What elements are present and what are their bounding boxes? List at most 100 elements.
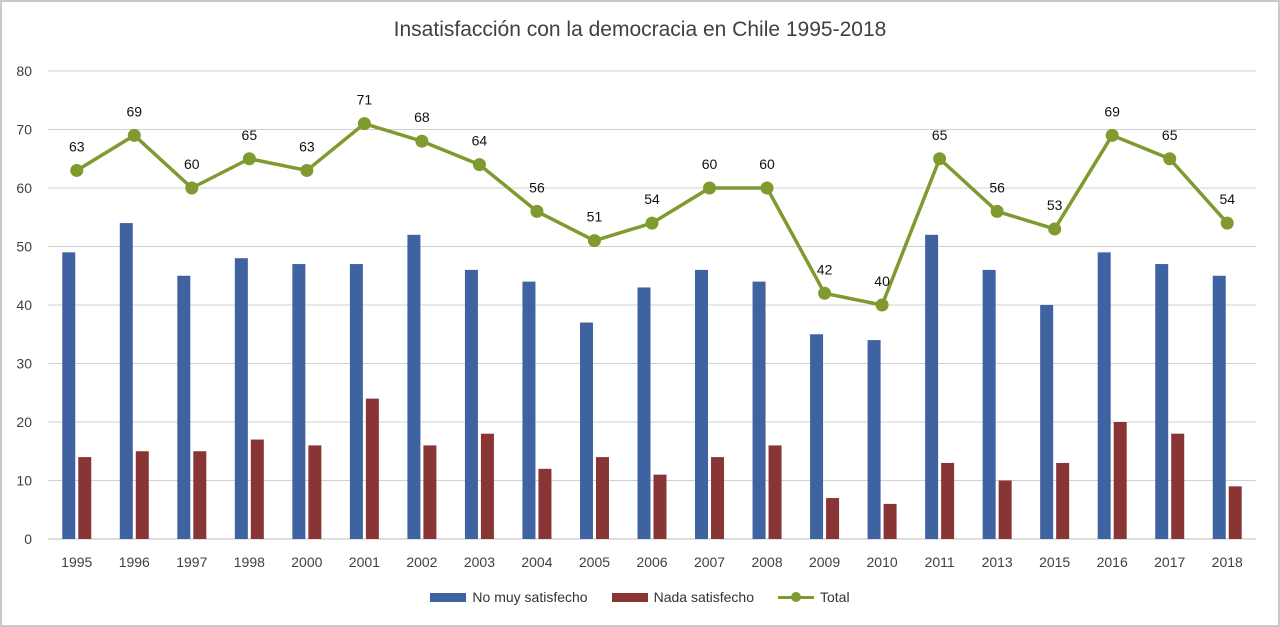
marker-total: [703, 181, 717, 195]
data-label-total: 42: [817, 261, 833, 277]
bar-nada-satisfecho: [308, 445, 322, 539]
bar-no-muy-satisfecho: [810, 334, 824, 539]
bar-nada-satisfecho: [1113, 422, 1127, 539]
x-tick-label: 2008: [751, 554, 782, 570]
legend: No muy satisfecho Nada satisfecho Total: [0, 589, 1280, 605]
data-label-total: 56: [989, 179, 1005, 195]
x-tick-label: 2007: [694, 554, 725, 570]
chart-title: Insatisfacción con la democracia en Chil…: [393, 18, 887, 41]
legend-label: No muy satisfecho: [472, 589, 588, 605]
data-label-total: 60: [184, 156, 200, 172]
y-tick-label: 30: [16, 356, 32, 372]
bar-nada-satisfecho: [78, 457, 92, 539]
x-axis-ticks: 1995 1996 1997 1998 2000 2001 2002 2003 2004 2005…: [61, 554, 1243, 570]
bar-nada-satisfecho: [1228, 486, 1242, 539]
x-tick-label: 2009: [809, 554, 840, 570]
marker-total: [1048, 222, 1062, 236]
marker-total: [645, 216, 659, 230]
x-tick-label: 2015: [1039, 554, 1070, 570]
bar-no-muy-satisfecho: [1097, 252, 1111, 539]
bar-nada-satisfecho: [826, 498, 840, 539]
x-tick-label: 2010: [867, 554, 898, 570]
marker-total: [185, 181, 199, 195]
data-label-total: 40: [874, 273, 890, 289]
x-tick-label: 2013: [982, 554, 1013, 570]
bar-nada-satisfecho: [595, 457, 609, 539]
data-label-total: 54: [1219, 191, 1235, 207]
x-tick-label: 2002: [406, 554, 437, 570]
bar-no-muy-satisfecho: [1155, 264, 1169, 539]
bar-no-muy-satisfecho: [925, 234, 939, 540]
data-label-total: 60: [702, 156, 718, 172]
x-tick-label: 2017: [1154, 554, 1185, 570]
y-tick-label: 40: [16, 297, 32, 313]
x-tick-label: 1997: [176, 554, 207, 570]
legend-item-total[interactable]: Total: [778, 589, 850, 605]
marker-total: [760, 181, 774, 195]
bar-no-muy-satisfecho: [522, 281, 536, 539]
x-tick-label: 2011: [925, 554, 955, 570]
marker-total: [472, 158, 486, 172]
data-label-total: 56: [529, 179, 545, 195]
x-tick-label: 2000: [291, 554, 322, 570]
x-tick-label: 2005: [579, 554, 610, 570]
bar-nada-satisfecho: [423, 445, 437, 539]
bar-no-muy-satisfecho: [119, 223, 133, 539]
data-label-total: 65: [1162, 127, 1178, 143]
total-line: 63 69 60 65 63 71 68 64 56 51 54 60 60 42 40 65 56 53 69 65…: [69, 92, 1235, 312]
bar-no-muy-satisfecho: [62, 252, 76, 539]
y-tick-label: 50: [16, 239, 32, 255]
bar-nada-satisfecho: [1171, 433, 1185, 539]
bar-nada-satisfecho: [480, 433, 494, 539]
marker-total: [1105, 128, 1119, 142]
y-tick-label: 60: [16, 180, 32, 196]
x-tick-label: 2001: [349, 554, 380, 570]
x-tick-label: 2016: [1097, 554, 1128, 570]
data-label-total: 63: [299, 138, 315, 154]
marker-total: [70, 163, 84, 177]
marker-total: [415, 134, 429, 148]
bar-nada-satisfecho: [653, 474, 667, 539]
bar-nada-satisfecho: [768, 445, 782, 539]
data-label-total: 53: [1047, 197, 1063, 213]
bar-nada-satisfecho: [135, 451, 149, 539]
bar-no-muy-satisfecho: [1212, 275, 1226, 539]
bar-no-muy-satisfecho: [349, 264, 363, 539]
x-tick-label: 2006: [636, 554, 667, 570]
data-label-total: 60: [759, 156, 775, 172]
legend-swatch-blue: [430, 592, 467, 602]
legend-label: Nada satisfecho: [653, 589, 754, 605]
x-tick-label: 2003: [464, 554, 495, 570]
legend-item-no-muy-satisfecho[interactable]: No muy satisfecho: [430, 589, 588, 605]
bar-no-muy-satisfecho: [579, 322, 593, 539]
x-tick-label: 2004: [521, 554, 552, 570]
bar-no-muy-satisfecho: [695, 269, 709, 539]
bar-nada-satisfecho: [365, 398, 379, 539]
data-label-total: 63: [69, 138, 85, 154]
marker-total: [818, 286, 832, 300]
bar-nada-satisfecho: [941, 462, 955, 539]
marker-total: [990, 204, 1004, 218]
data-label-total: 69: [1104, 103, 1120, 119]
bar-no-muy-satisfecho: [234, 258, 248, 539]
y-tick-label: 70: [16, 122, 32, 138]
legend-swatch-line-marker: [778, 591, 814, 602]
legend-label: Total: [820, 589, 850, 605]
marker-total: [357, 117, 371, 131]
bar-no-muy-satisfecho: [982, 269, 996, 539]
bar-nada-satisfecho: [1056, 462, 1070, 539]
marker-total: [300, 163, 314, 177]
bar-no-muy-satisfecho: [1040, 305, 1054, 539]
data-label-total: 51: [587, 209, 603, 225]
legend-item-nada-satisfecho[interactable]: Nada satisfecho: [611, 589, 754, 605]
bar-no-muy-satisfecho: [292, 264, 306, 539]
x-tick-label: 1995: [61, 554, 92, 570]
data-label-total: 65: [932, 127, 948, 143]
line-total: [75, 121, 1229, 307]
legend-swatch-red: [611, 592, 648, 602]
y-tick-label: 10: [16, 473, 32, 489]
bar-no-muy-satisfecho: [464, 269, 478, 539]
data-label-total: 71: [357, 92, 373, 108]
bar-nada-satisfecho: [250, 439, 264, 539]
